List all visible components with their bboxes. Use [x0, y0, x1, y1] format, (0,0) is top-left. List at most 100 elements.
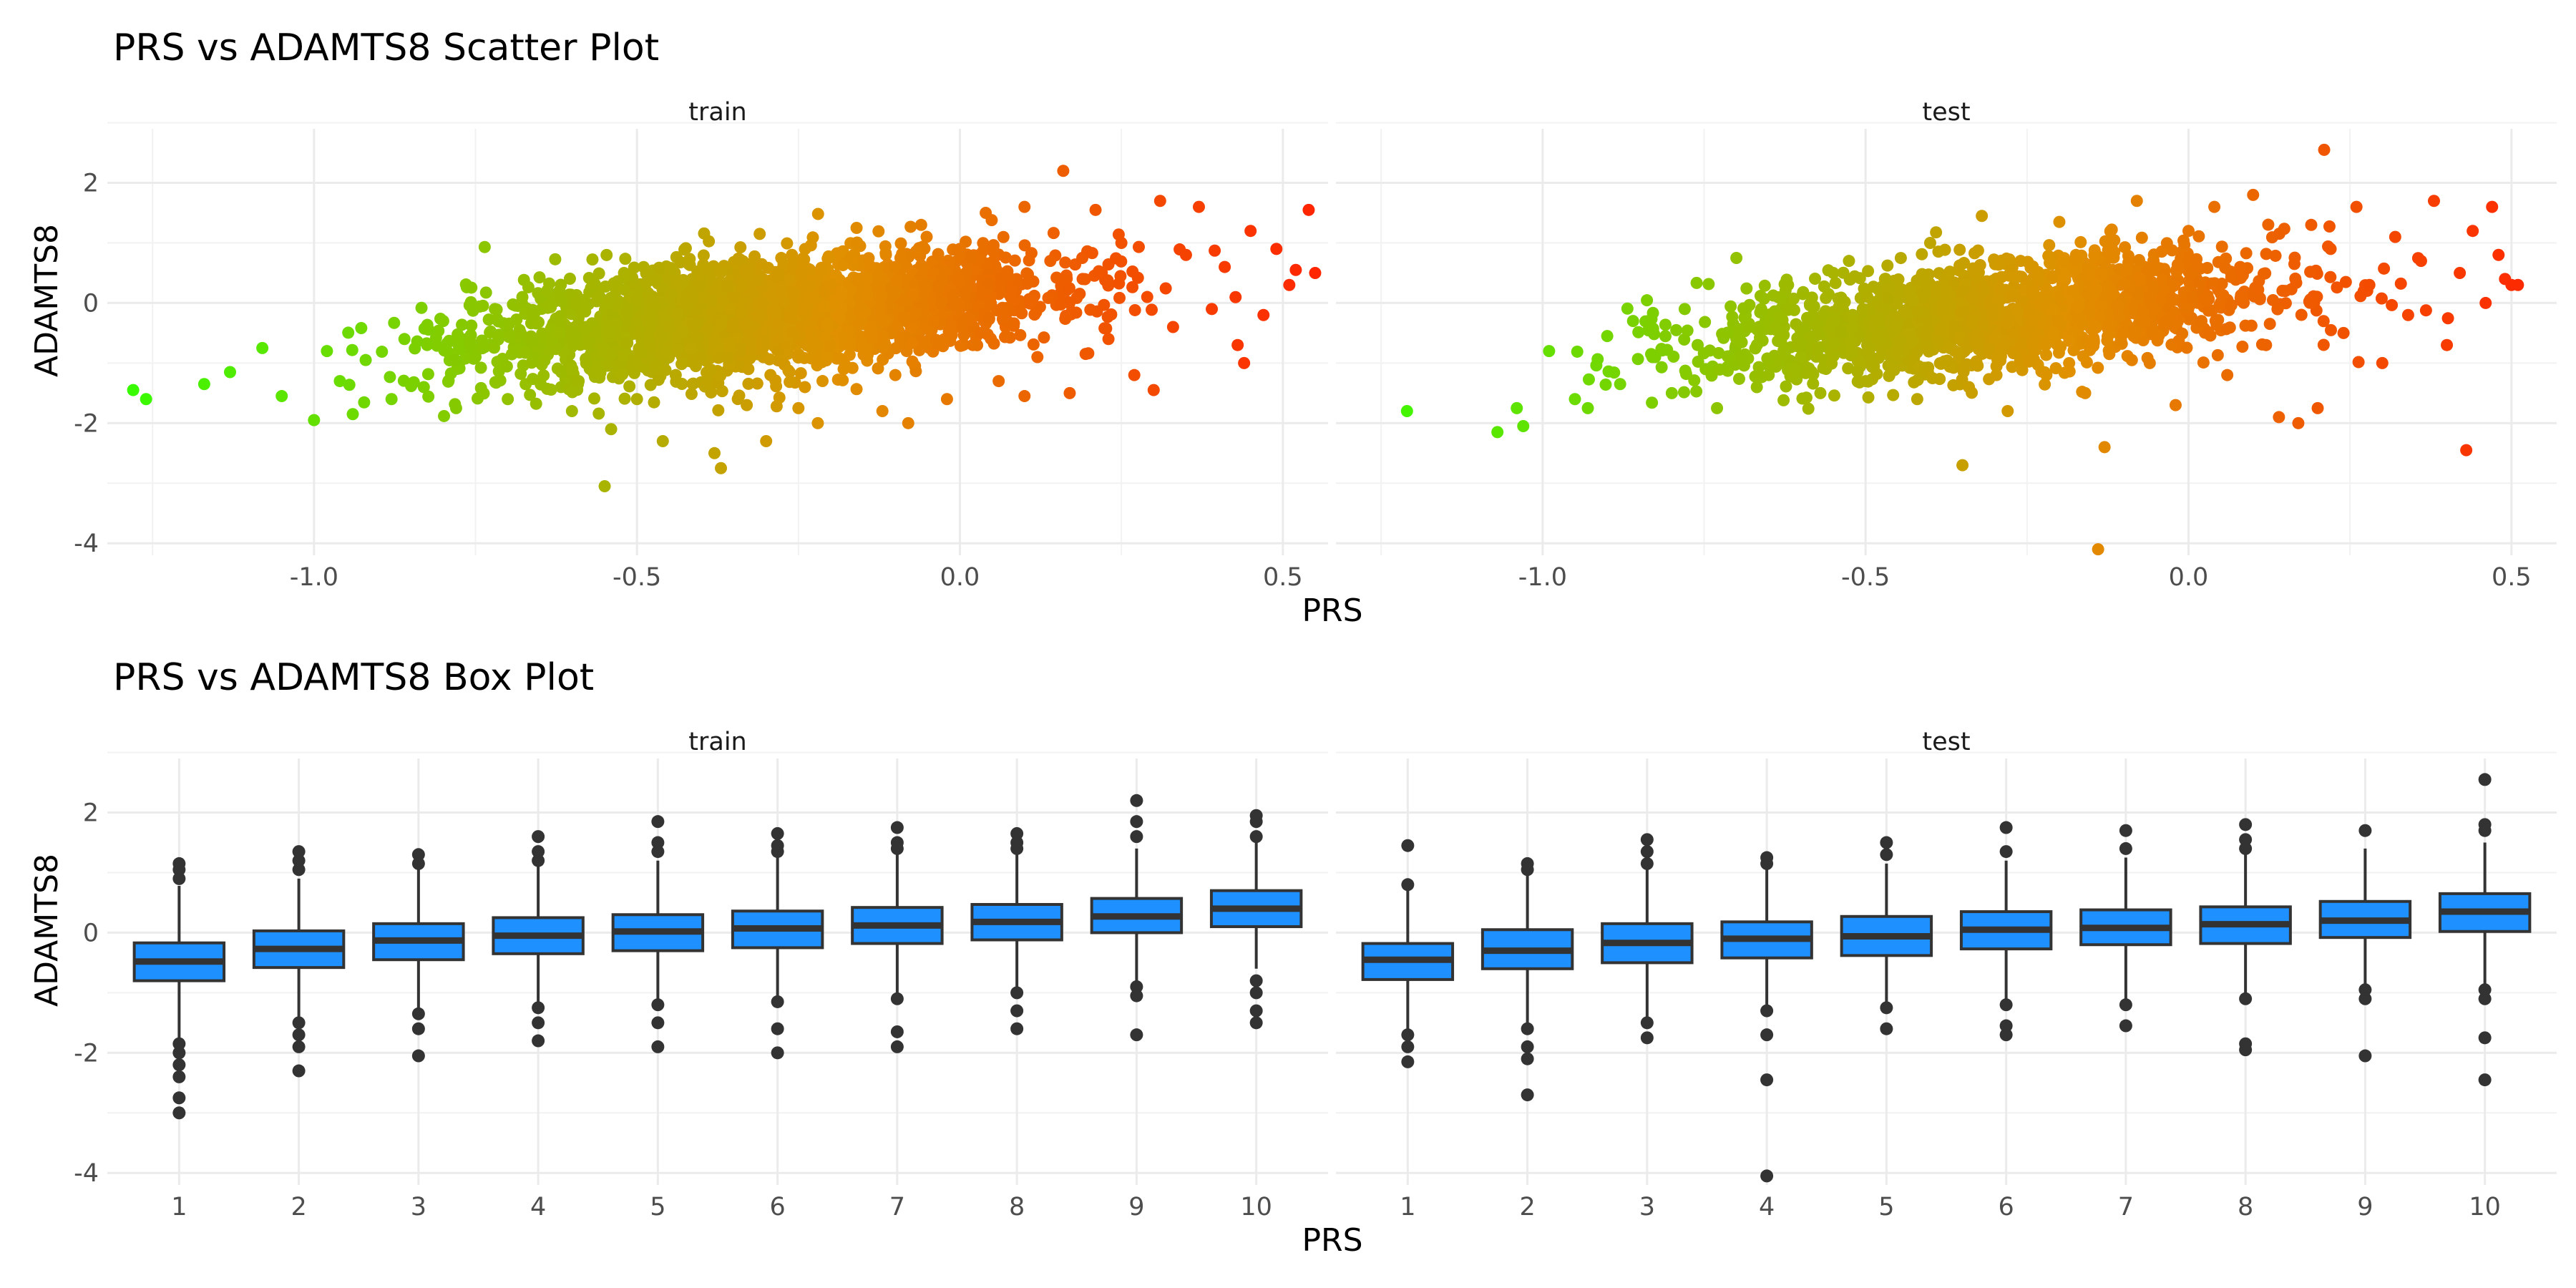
scatter-point: [534, 375, 547, 388]
scatter-point: [580, 357, 592, 370]
scatter-point: [742, 377, 755, 390]
scatter-point: [1780, 380, 1792, 393]
scatter-point: [1711, 401, 1724, 414]
box-title: PRS vs ADAMTS8 Box Plot: [113, 656, 594, 699]
scatter-point: [2165, 292, 2178, 305]
box-5: [611, 815, 705, 1053]
scatter-point: [1926, 372, 1939, 385]
scatter-point: [602, 326, 615, 339]
scatter-point: [1192, 200, 1205, 213]
scatter-point: [2023, 355, 2036, 368]
scatter-point: [346, 343, 358, 356]
scatter-point: [1778, 348, 1791, 361]
scatter-point: [967, 338, 980, 351]
outlier-point: [411, 857, 425, 870]
scatter-point: [465, 319, 478, 332]
scatter-point: [2074, 313, 2087, 326]
outlier-point: [2239, 818, 2253, 831]
outlier-point: [1249, 986, 1263, 1000]
scatter-point: [397, 374, 410, 387]
scatter-point: [2211, 348, 2224, 361]
scatter-point: [2177, 234, 2190, 247]
scatter-point: [1936, 303, 1949, 316]
scatter-point: [2169, 316, 2182, 328]
scatter-point: [756, 258, 769, 270]
scatter-point: [1166, 321, 1179, 333]
scatter-point: [1023, 297, 1036, 310]
scatter-point: [2160, 316, 2172, 328]
scatter-point: [2197, 293, 2210, 306]
scatter-point: [619, 253, 632, 265]
scatter-y-axis-title: ADAMTS8: [29, 224, 65, 377]
box-5: [1840, 836, 1933, 1035]
scatter-point: [2192, 230, 2205, 243]
scatter-point: [472, 392, 484, 405]
scatter-point: [1775, 292, 1787, 305]
scatter-point: [757, 297, 770, 310]
scatter-strip-train: train: [688, 98, 746, 127]
scatter-point: [1906, 333, 1919, 346]
scatter-point: [1491, 426, 1504, 439]
scatter-point: [717, 294, 730, 307]
outlier-point: [2358, 1049, 2372, 1063]
scatter-point: [1059, 256, 1072, 269]
outlier-point: [2478, 1073, 2492, 1087]
scatter-point: [452, 333, 465, 346]
scatter-point: [760, 435, 773, 448]
scatter-point: [1141, 291, 1153, 303]
y-tick-label: 0: [83, 919, 99, 947]
outlier-point: [2119, 841, 2132, 855]
scatter-point: [794, 367, 807, 380]
scatter-point: [1688, 374, 1701, 387]
scatter-point: [1943, 266, 1956, 279]
scatter-point: [872, 362, 884, 375]
scatter-point: [1933, 324, 1946, 337]
scatter-point: [1796, 392, 1809, 405]
outlier-point: [1010, 841, 1024, 855]
scatter-point: [797, 278, 810, 291]
scatter-point: [1977, 284, 1990, 297]
scatter-point: [2419, 304, 2432, 317]
x-tick-label: 2: [291, 1193, 306, 1221]
scatter-point: [1894, 252, 1907, 265]
scatter-point: [2039, 378, 2051, 391]
scatter-point: [530, 397, 542, 410]
scatter-point: [2063, 365, 2076, 378]
scatter-point: [861, 271, 874, 284]
scatter-point: [2089, 283, 2102, 296]
scatter-point: [987, 337, 1000, 350]
scatter-point: [1005, 285, 1018, 298]
scatter-point: [489, 303, 502, 316]
outlier-point: [1130, 1028, 1143, 1042]
outlier-point: [1521, 863, 1534, 877]
scatter-point: [1809, 341, 1822, 354]
scatter-point: [2053, 315, 2066, 328]
scatter-point: [2235, 271, 2248, 284]
scatter-point: [1543, 345, 1556, 358]
scatter-point: [2376, 356, 2389, 369]
outlier-point: [1760, 1169, 1774, 1183]
x-tick-label: 0.0: [940, 563, 980, 592]
scatter-point: [1076, 273, 1089, 286]
scatter-point: [2220, 323, 2233, 336]
x-tick-label: 4: [1759, 1193, 1775, 1221]
scatter-point: [2094, 298, 2107, 311]
scatter-point: [1283, 278, 1296, 291]
scatter-point: [527, 308, 540, 321]
scatter-point: [786, 248, 799, 261]
outlier-point: [1010, 826, 1024, 840]
scatter-point: [796, 252, 809, 265]
scatter-point: [2219, 261, 2232, 274]
scatter-point: [1599, 379, 1612, 391]
scatter-point: [693, 280, 706, 293]
scatter-point: [514, 367, 527, 380]
scatter-point: [443, 334, 456, 347]
scatter-point: [753, 228, 766, 240]
scatter-point: [355, 321, 368, 334]
scatter-point: [1060, 269, 1073, 282]
scatter-point: [904, 220, 917, 233]
scatter-point: [792, 351, 805, 364]
scatter-point: [773, 333, 786, 346]
scatter-point: [788, 286, 801, 299]
scatter-point: [670, 343, 683, 356]
